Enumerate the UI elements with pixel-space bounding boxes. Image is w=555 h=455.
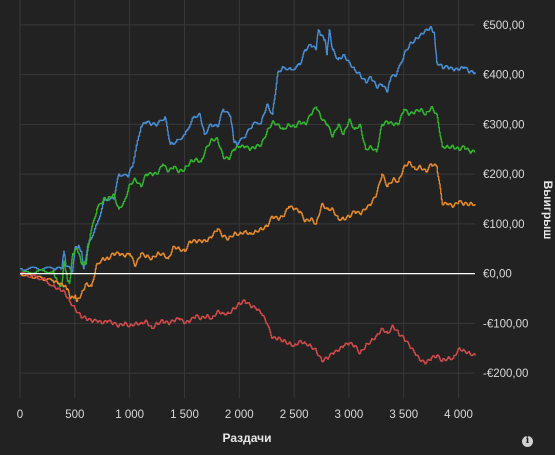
series-lines	[20, 25, 476, 365]
x-tick-label: 2 500	[280, 409, 309, 421]
x-tick-label: 3 000	[335, 409, 364, 421]
y-axis-ticks: -€200,00 -€100,00 €0,00 €100,00 €200,00 €300,…	[483, 20, 528, 380]
x-tick-label: 1 500	[170, 409, 199, 421]
x-tick-label: 0	[17, 409, 23, 421]
x-tick-label: 500	[65, 409, 84, 421]
y-tick-label: €400,00	[483, 70, 525, 82]
y-tick-label: -€200,00	[483, 368, 528, 380]
grid-lines	[19, 0, 475, 398]
info-icon[interactable]: i	[522, 436, 533, 447]
y-tick-label: €0,00	[483, 269, 512, 281]
series-line-3	[20, 160, 476, 303]
series-line-2	[20, 105, 476, 288]
x-tick-label: 2 000	[225, 409, 254, 421]
y-axis-title: Выигрыш	[541, 181, 555, 240]
x-axis-title: Раздачи	[223, 431, 272, 445]
series-line-4	[20, 272, 476, 365]
y-tick-label: €500,00	[483, 20, 525, 32]
x-tick-label: 1 000	[115, 409, 144, 421]
x-axis-ticks: 0 500 1 000 1 500 2 000 2 500 3 000 3 500 4 000	[17, 409, 473, 421]
y-tick-label: €200,00	[483, 169, 525, 181]
y-tick-label: -€100,00	[483, 318, 528, 330]
y-tick-label: €300,00	[483, 119, 525, 131]
x-tick-label: 4 000	[444, 409, 473, 421]
series-line-1	[20, 25, 476, 273]
y-tick-label: €100,00	[483, 219, 525, 231]
x-tick-label: 3 500	[389, 409, 418, 421]
